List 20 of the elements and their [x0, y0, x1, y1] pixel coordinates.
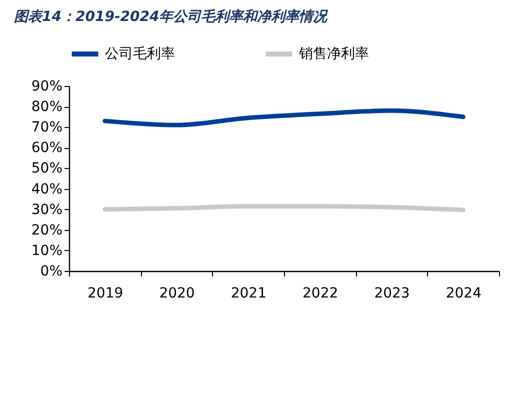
x-tick-label: 2022	[302, 286, 338, 302]
y-tick-label: 80%	[31, 99, 62, 116]
y-tick-label: 50%	[31, 160, 62, 177]
x-tick-label: 2019	[88, 286, 124, 302]
chart-title: 图表14：2019-2024年公司毛利率和净利率情况	[14, 8, 330, 25]
legend-label: 公司毛利率	[105, 46, 175, 62]
y-tick-label: 40%	[31, 181, 62, 198]
y-tick-label: 10%	[31, 242, 62, 259]
x-tick-label: 2020	[159, 286, 195, 302]
y-tick-label: 20%	[31, 222, 62, 238]
x-tick-label: 2023	[374, 286, 410, 302]
y-tick-label: 90%	[31, 78, 62, 94]
legend-label: 销售净利率	[298, 46, 369, 62]
x-tick-label: 2024	[446, 286, 482, 302]
line-series	[102, 108, 466, 128]
x-tick-label: 2021	[230, 286, 266, 302]
y-tick-label: 30%	[31, 202, 62, 218]
y-tick-label: 0%	[40, 264, 62, 280]
y-tick-label: 60%	[31, 140, 62, 156]
y-tick-label: 70%	[31, 120, 62, 136]
